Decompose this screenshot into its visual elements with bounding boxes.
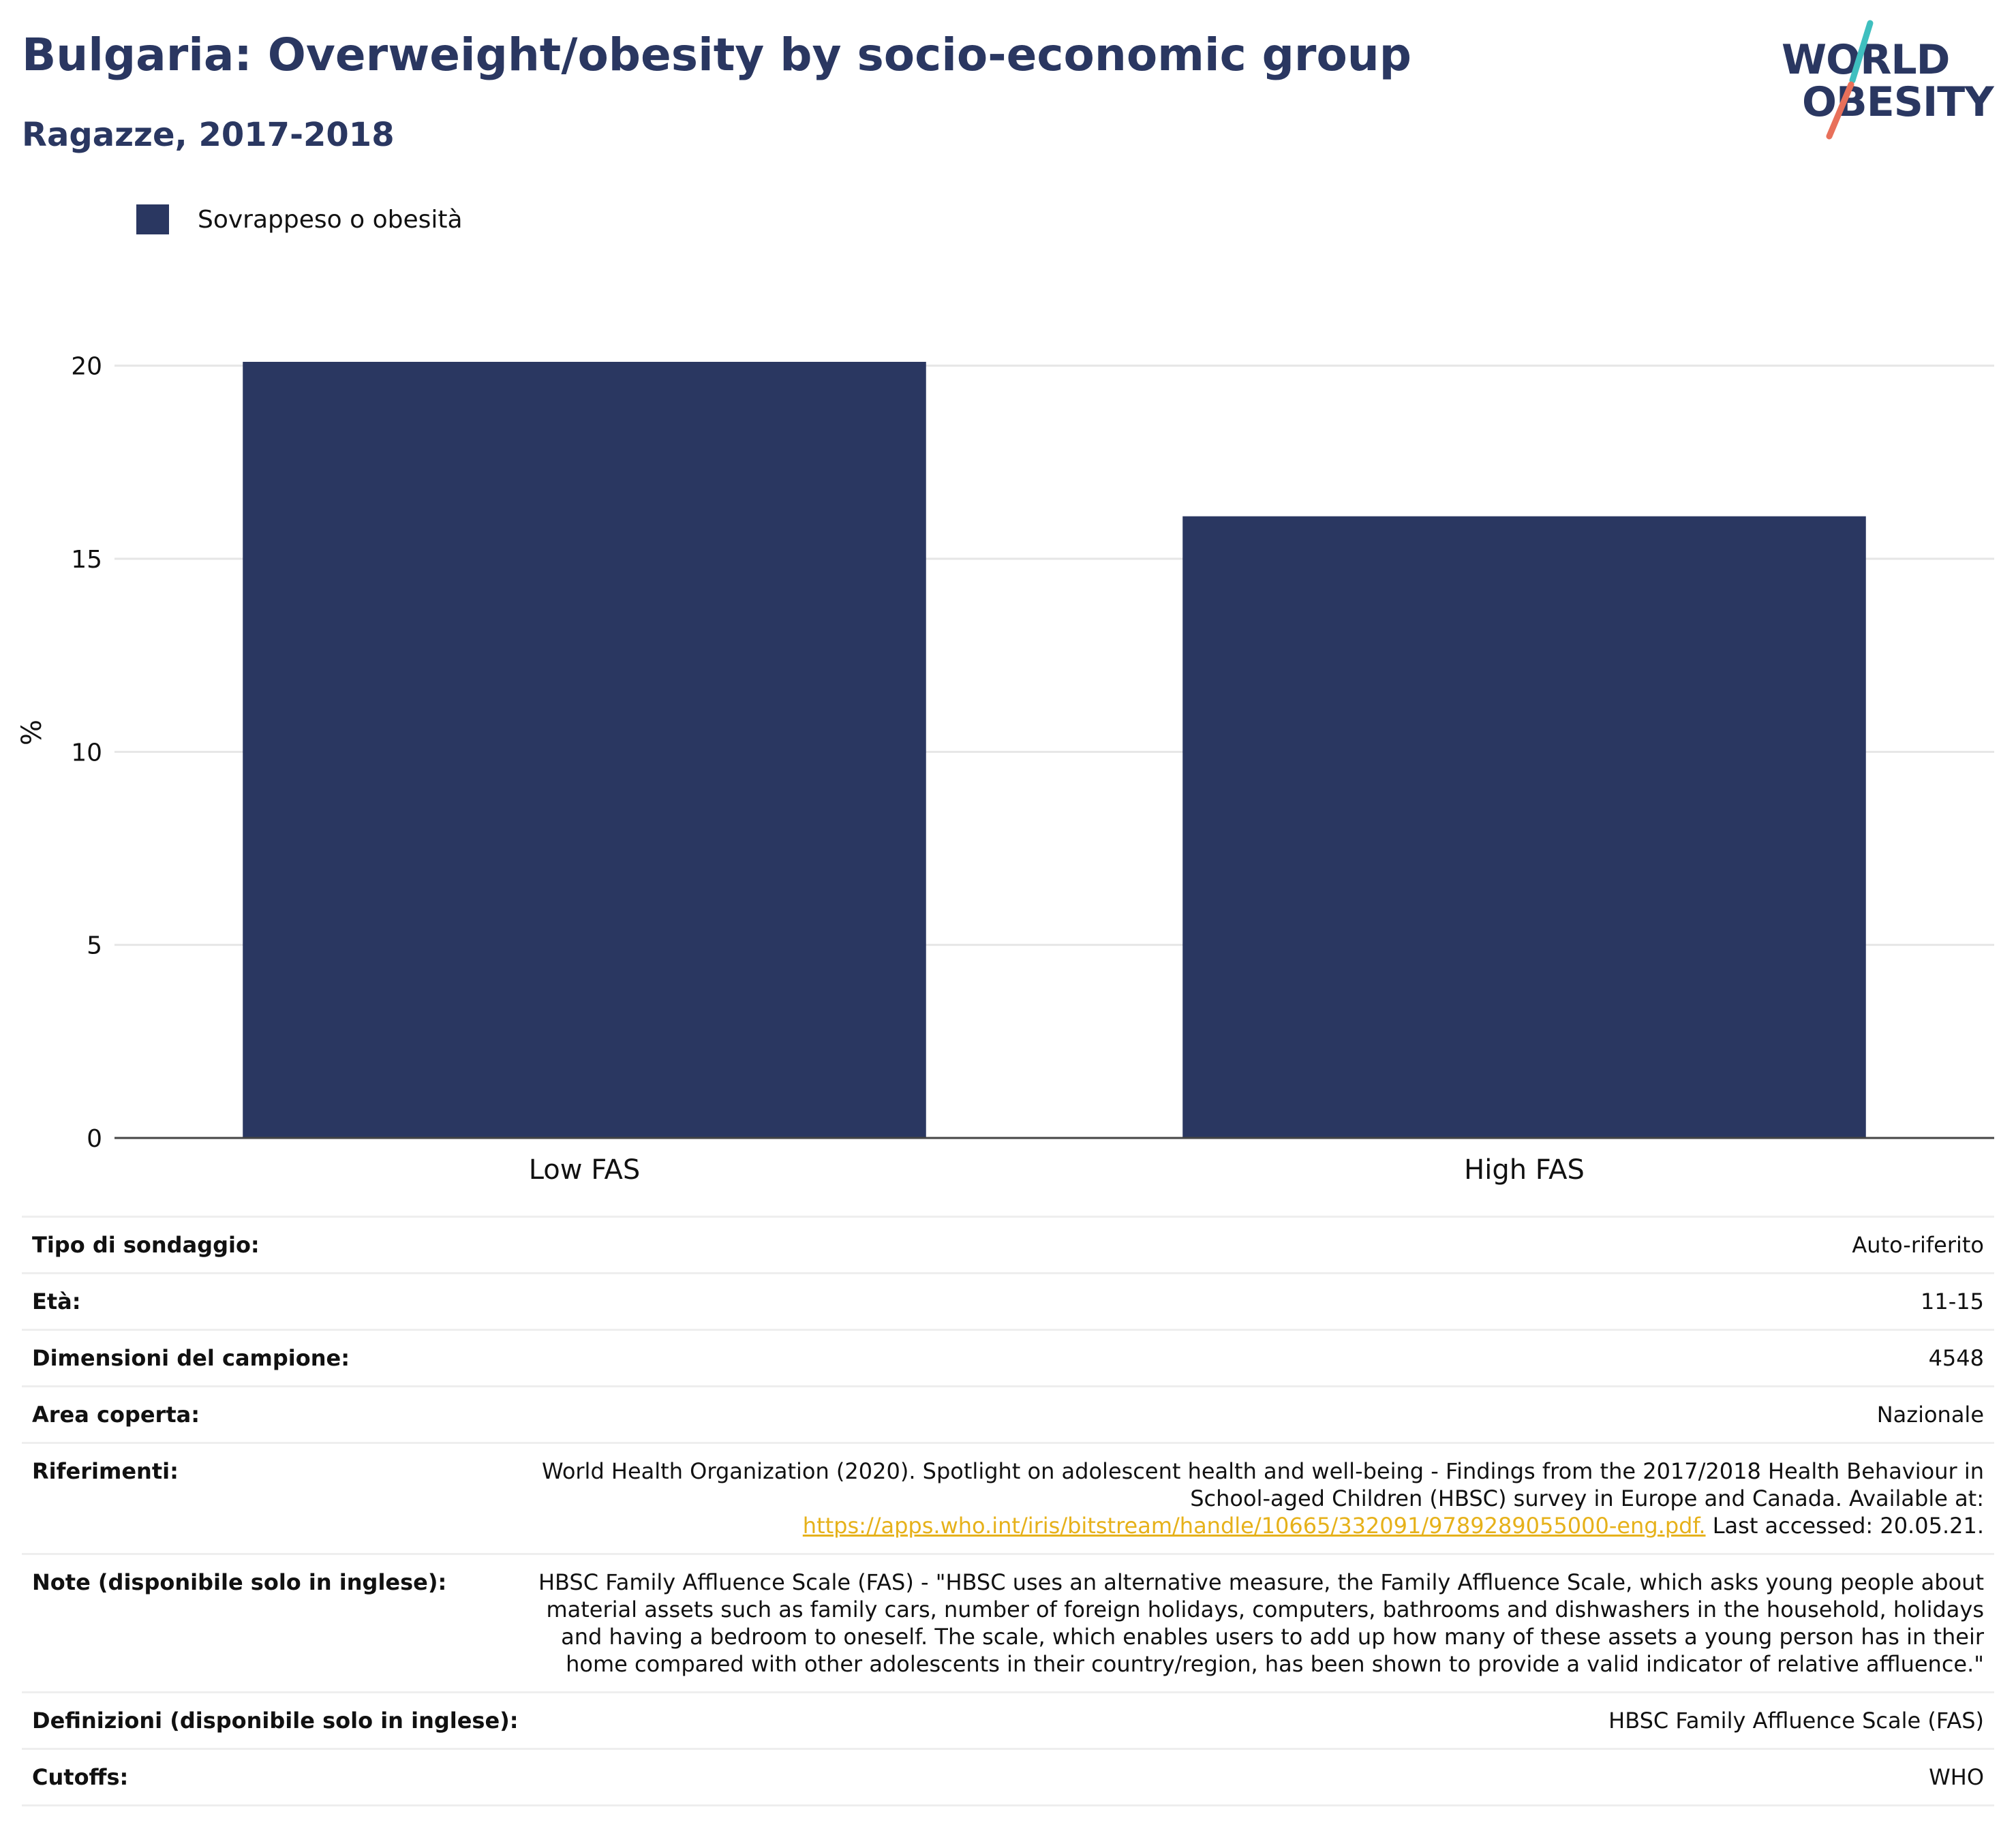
legend-label: Sovrappeso o obesità bbox=[198, 205, 463, 234]
meta-label: Note (disponibile solo in inglese): bbox=[22, 1553, 519, 1693]
meta-label: Età: bbox=[22, 1272, 519, 1331]
meta-row-area: Area coperta: Nazionale bbox=[22, 1385, 1994, 1444]
world-obesity-logo: WORLD OBESITY bbox=[1779, 19, 1997, 149]
y-axis-label: % bbox=[16, 720, 48, 745]
bar bbox=[1182, 516, 1866, 1138]
meta-value: 4548 bbox=[518, 1329, 1994, 1387]
meta-row-definitions: Definizioni (disponibile solo in inglese… bbox=[22, 1691, 1994, 1750]
meta-value: World Health Organization (2020). Spotli… bbox=[518, 1442, 1994, 1555]
meta-value: HBSC Family Affluence Scale (FAS) - "HBS… bbox=[518, 1553, 1994, 1693]
reference-text: World Health Organization (2020). Spotli… bbox=[542, 1458, 1984, 1511]
x-tick-label: Low FAS bbox=[529, 1154, 641, 1186]
bar bbox=[243, 362, 926, 1138]
reference-link[interactable]: https://apps.who.int/iris/bitstream/hand… bbox=[802, 1513, 1706, 1539]
meta-label: Dimensioni del campione: bbox=[22, 1329, 519, 1387]
bar-chart: 0 5 10 15 20 Low FAS High FAS% bbox=[16, 353, 1994, 1186]
meta-row-sample-size: Dimensioni del campione: 4548 bbox=[22, 1329, 1994, 1387]
meta-label: Riferimenti: bbox=[22, 1442, 519, 1555]
meta-row-age: Età: 11-15 bbox=[22, 1272, 1994, 1331]
logo-slash-icon bbox=[1826, 20, 1874, 140]
x-tick-label: High FAS bbox=[1464, 1154, 1585, 1186]
meta-label: Cutoffs: bbox=[22, 1748, 519, 1806]
y-tick-label: 10 bbox=[71, 739, 102, 767]
meta-label: Definizioni (disponibile solo in inglese… bbox=[22, 1691, 519, 1750]
meta-value: Auto-riferito bbox=[518, 1216, 1994, 1274]
meta-label: Tipo di sondaggio: bbox=[22, 1216, 519, 1274]
meta-value: 11-15 bbox=[518, 1272, 1994, 1331]
chart-subtitle: Ragazze, 2017-2018 bbox=[22, 116, 395, 154]
meta-row-cutoffs: Cutoffs: WHO bbox=[22, 1748, 1994, 1806]
metadata-table: Tipo di sondaggio: Auto-riferito Età: 11… bbox=[22, 1216, 1994, 1806]
meta-row-references: Riferimenti: World Health Organization (… bbox=[22, 1442, 1994, 1555]
meta-value: WHO bbox=[518, 1748, 1994, 1806]
y-tick-label: 15 bbox=[71, 546, 102, 574]
y-tick-label: 5 bbox=[87, 932, 102, 960]
meta-label: Area coperta: bbox=[22, 1385, 519, 1444]
chart-title: Bulgaria: Overweight/obesity by socio-ec… bbox=[22, 29, 1412, 81]
chart-legend: Sovrappeso o obesità bbox=[136, 204, 463, 234]
meta-row-notes: Note (disponibile solo in inglese): HBSC… bbox=[22, 1553, 1994, 1693]
meta-row-survey-type: Tipo di sondaggio: Auto-riferito bbox=[22, 1216, 1994, 1274]
legend-swatch bbox=[136, 204, 169, 234]
logo-word-2: OBESITY bbox=[1802, 78, 1994, 126]
meta-value: Nazionale bbox=[518, 1385, 1994, 1444]
y-tick-label: 20 bbox=[71, 353, 102, 381]
y-tick-label: 0 bbox=[87, 1125, 102, 1153]
reference-accessed: Last accessed: 20.05.21. bbox=[1712, 1513, 1984, 1539]
meta-value: HBSC Family Affluence Scale (FAS) bbox=[518, 1691, 1994, 1750]
